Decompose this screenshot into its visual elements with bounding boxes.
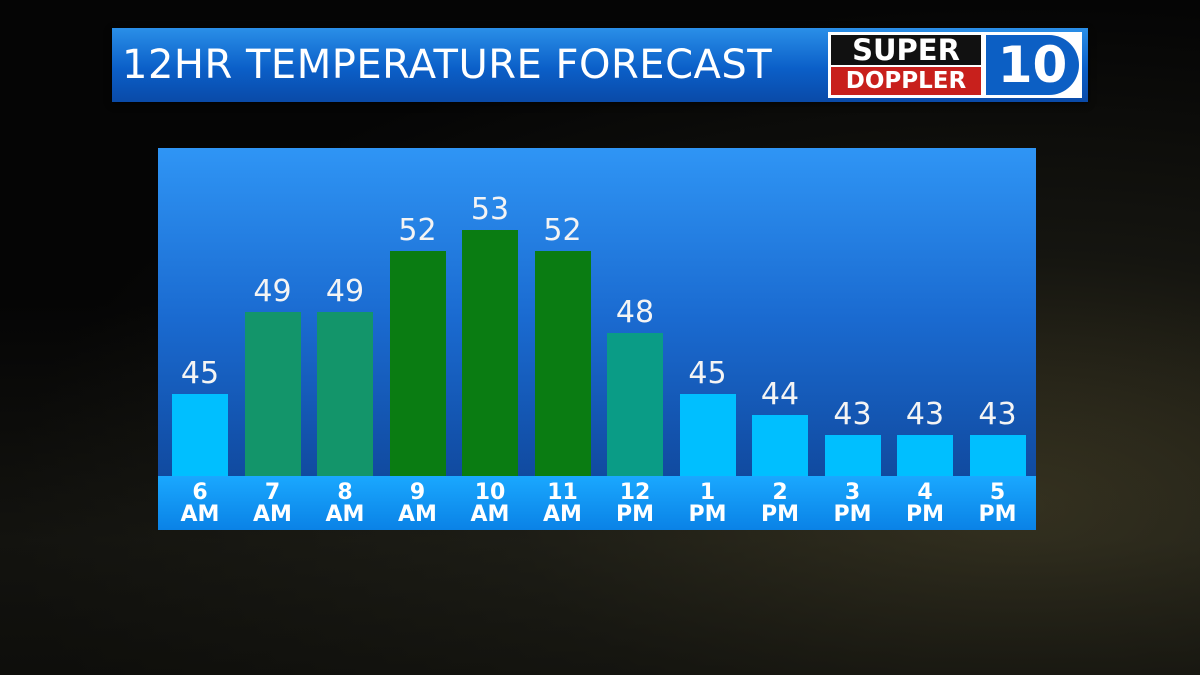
- value-label: 49: [253, 274, 292, 309]
- x-tick-label: 7 AM: [253, 480, 292, 527]
- bar: [534, 250, 591, 476]
- logo-line: DOPPLER: [831, 67, 981, 95]
- x-tick-label: 11 AM: [543, 480, 582, 527]
- value-label: 48: [615, 294, 655, 330]
- bar: [244, 312, 301, 476]
- x-tick-label: 9 AM: [398, 480, 437, 527]
- bar: [172, 394, 228, 476]
- value-label: 44: [760, 376, 800, 412]
- value-label: 43: [833, 397, 872, 432]
- x-tick-label: 10 AM: [470, 480, 510, 527]
- bar: [317, 312, 373, 476]
- x-tick-label: 6 AM: [180, 480, 220, 527]
- x-tick-label: 1 PM: [688, 480, 727, 527]
- logo: SUPER DOPPLER 10: [828, 32, 1082, 98]
- value-label: 43: [905, 397, 945, 432]
- chart-panel: 45 6 AM 49 7 AM 49 8 AM 52 9 AM 53 10 AM 52 11 AM 48…: [158, 148, 1036, 530]
- title-banner: 12HR TEMPERATURE FORECAST SUPER DOPPLER …: [112, 28, 1088, 102]
- label-band: [158, 476, 1036, 530]
- value-label: 45: [688, 356, 727, 391]
- bar: [679, 394, 736, 476]
- x-tick-label: 8 AM: [325, 480, 365, 527]
- bar: [897, 435, 953, 476]
- x-tick-label: 5 PM: [978, 480, 1017, 527]
- x-tick-label: 4 PM: [905, 480, 945, 527]
- bar: [824, 435, 881, 476]
- x-tick-label: 12 PM: [615, 480, 655, 527]
- bar: [607, 332, 663, 476]
- value-label: 53: [470, 192, 510, 227]
- bar: [462, 230, 518, 476]
- value-label: 45: [180, 356, 220, 391]
- x-tick-label: 3 PM: [833, 480, 872, 527]
- x-tick-label: 2 PM: [760, 480, 800, 527]
- value-label: 52: [398, 212, 437, 248]
- chart-title: 12HR TEMPERATURE FORECAST: [122, 42, 773, 88]
- logo-line: SUPER: [831, 35, 981, 65]
- logo-number: 10: [986, 35, 1079, 95]
- value-label: 49: [325, 274, 365, 309]
- bar: [389, 250, 446, 476]
- value-label: 43: [978, 397, 1017, 432]
- bar: [752, 414, 808, 476]
- value-label: 52: [543, 212, 582, 248]
- bar: [969, 435, 1026, 476]
